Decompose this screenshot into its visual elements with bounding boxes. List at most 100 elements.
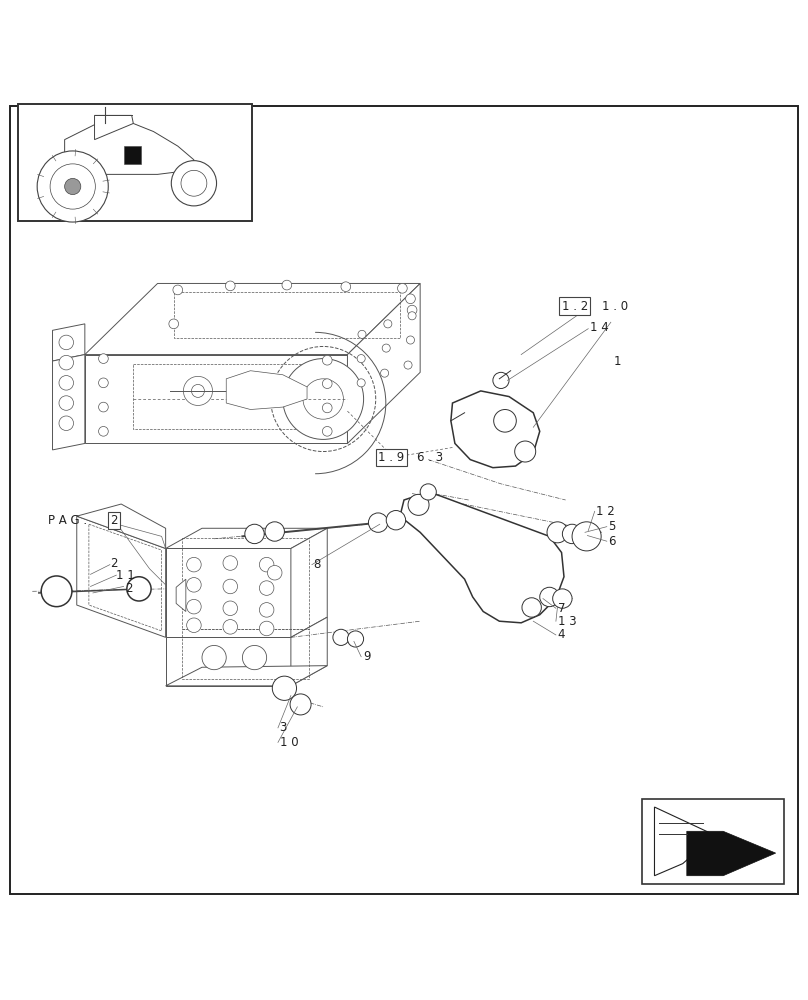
Circle shape	[322, 355, 332, 365]
Circle shape	[322, 379, 332, 388]
Circle shape	[259, 621, 274, 636]
Circle shape	[333, 629, 349, 645]
Circle shape	[265, 522, 284, 541]
Circle shape	[522, 598, 541, 617]
Circle shape	[127, 577, 151, 601]
Circle shape	[282, 280, 292, 290]
Text: 1 4: 1 4	[590, 321, 608, 334]
Text: 4: 4	[558, 628, 565, 641]
Circle shape	[59, 355, 74, 370]
Text: 3: 3	[280, 721, 287, 734]
Circle shape	[50, 164, 95, 209]
Circle shape	[553, 589, 572, 608]
Bar	[124, 146, 141, 164]
Circle shape	[169, 319, 179, 329]
Text: 5: 5	[608, 520, 616, 533]
Text: 1: 1	[614, 355, 621, 368]
Circle shape	[225, 281, 235, 291]
Circle shape	[357, 379, 365, 387]
Circle shape	[223, 601, 238, 616]
Circle shape	[283, 359, 364, 439]
Circle shape	[493, 372, 509, 388]
Polygon shape	[166, 637, 291, 686]
Circle shape	[515, 441, 536, 462]
Text: 2: 2	[125, 582, 133, 595]
Circle shape	[494, 410, 516, 432]
Polygon shape	[291, 528, 327, 637]
Circle shape	[303, 379, 343, 419]
Circle shape	[181, 170, 207, 196]
Circle shape	[171, 161, 217, 206]
Polygon shape	[291, 617, 327, 686]
Circle shape	[368, 513, 388, 532]
Polygon shape	[77, 504, 166, 548]
Circle shape	[408, 494, 429, 515]
Circle shape	[322, 426, 332, 436]
Circle shape	[540, 587, 559, 607]
Polygon shape	[176, 579, 186, 612]
Text: 1 3: 1 3	[558, 615, 576, 628]
Text: 2: 2	[110, 514, 117, 527]
Bar	[18, 104, 252, 221]
Text: 1 . 9: 1 . 9	[378, 451, 404, 464]
Circle shape	[420, 484, 436, 500]
Text: 1 . 2: 1 . 2	[562, 300, 587, 313]
Polygon shape	[226, 371, 307, 410]
Text: 6: 6	[608, 535, 616, 548]
Circle shape	[173, 285, 183, 295]
Circle shape	[381, 369, 389, 377]
Polygon shape	[65, 123, 194, 174]
Polygon shape	[85, 283, 420, 355]
Text: P A G .: P A G .	[48, 514, 87, 527]
Circle shape	[59, 335, 74, 350]
Polygon shape	[654, 807, 715, 876]
Polygon shape	[166, 548, 291, 637]
Text: 7: 7	[558, 602, 565, 615]
Circle shape	[341, 282, 351, 292]
Circle shape	[267, 565, 282, 580]
Circle shape	[406, 294, 415, 304]
Bar	[642, 799, 784, 884]
Text: 1 . 0: 1 . 0	[602, 300, 628, 313]
Circle shape	[59, 376, 74, 390]
Circle shape	[99, 402, 108, 412]
Circle shape	[183, 376, 213, 405]
Circle shape	[245, 524, 264, 544]
Circle shape	[406, 336, 415, 344]
Circle shape	[384, 320, 392, 328]
Circle shape	[187, 578, 201, 592]
Text: 2: 2	[110, 557, 117, 570]
Circle shape	[404, 361, 412, 369]
Text: 9: 9	[363, 650, 370, 663]
Circle shape	[259, 557, 274, 572]
Polygon shape	[53, 324, 85, 361]
Circle shape	[347, 631, 364, 647]
Circle shape	[357, 355, 365, 363]
Circle shape	[259, 581, 274, 595]
Circle shape	[187, 599, 201, 614]
Polygon shape	[53, 355, 85, 450]
Text: 1 0: 1 0	[280, 736, 298, 749]
Circle shape	[99, 426, 108, 436]
Circle shape	[408, 312, 416, 320]
Circle shape	[259, 603, 274, 617]
Circle shape	[572, 522, 601, 551]
Polygon shape	[166, 528, 327, 548]
Circle shape	[202, 645, 226, 670]
Circle shape	[59, 416, 74, 431]
Circle shape	[187, 557, 201, 572]
Circle shape	[223, 620, 238, 634]
Text: 6 . 3: 6 . 3	[417, 451, 443, 464]
Polygon shape	[95, 115, 133, 140]
Circle shape	[322, 403, 332, 413]
Circle shape	[191, 384, 204, 397]
Text: 1 2: 1 2	[596, 505, 615, 518]
Circle shape	[358, 330, 366, 338]
Polygon shape	[347, 283, 420, 443]
Circle shape	[272, 676, 297, 700]
Circle shape	[223, 579, 238, 594]
Text: 1 1: 1 1	[116, 569, 135, 582]
Text: 8: 8	[314, 558, 321, 571]
Circle shape	[187, 618, 201, 633]
Polygon shape	[166, 666, 327, 686]
